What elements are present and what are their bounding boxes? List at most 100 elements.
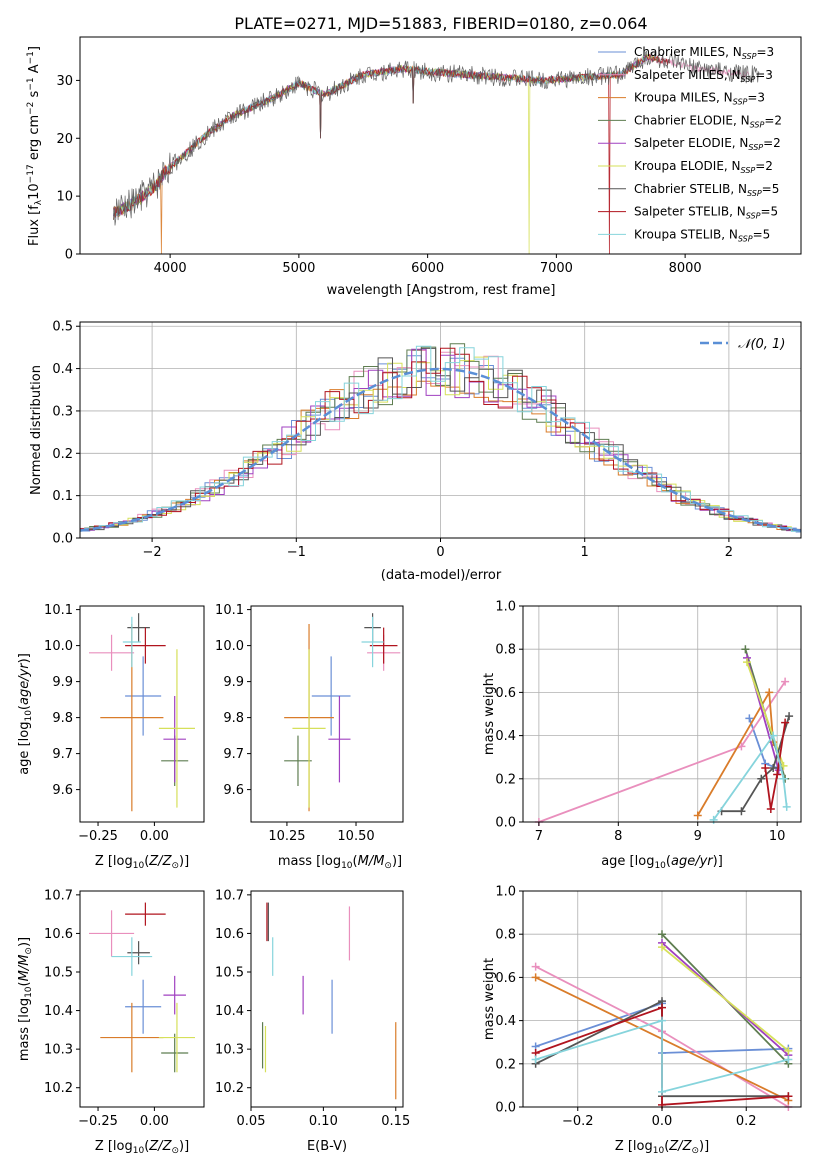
y-tick-label: 0.5 [52, 320, 73, 335]
x-tick-label: 8000 [669, 261, 702, 276]
y-tick-label: 10.4 [215, 1004, 244, 1019]
legend-label: 𝒩(0, 1) [738, 337, 785, 352]
x-axis-label: E(B-V) [307, 1139, 347, 1154]
errorbar-point [125, 656, 162, 736]
y-tick-label: 0.8 [495, 928, 516, 943]
series-marker [784, 1046, 793, 1055]
series-marker [773, 770, 782, 779]
series-marker [769, 764, 778, 772]
series-marker [709, 815, 718, 824]
plot-area [284, 613, 401, 812]
x-tick-label: 0.2 [736, 1114, 757, 1129]
y-tick-label: 1.0 [495, 885, 516, 900]
errorbar-point [369, 627, 398, 664]
series-marker [765, 688, 774, 697]
plot-area [89, 902, 195, 1073]
plot-area [531, 930, 793, 1111]
histogram-series [80, 345, 801, 532]
series-marker [531, 962, 540, 971]
spectrum-line [113, 53, 660, 255]
figure-title: PLATE=0271, MJD=51883, FIBERID=0180, z=0… [234, 14, 647, 33]
axes-frame [250, 890, 404, 1108]
y-tick-label: 0.6 [495, 686, 516, 701]
errorbar-point [158, 649, 195, 808]
errorbar-point [292, 649, 326, 808]
weight-series [761, 718, 790, 814]
chart-weight-vs-age: 7 8 9 10 0.0 0.2 0.4 0.6 0.8 1.0 mass weight age [l… [482, 600, 802, 871]
x-tick-label: 9 [694, 829, 702, 844]
legend-label: Salpeter STELIB, NSSP=5 [634, 205, 778, 221]
errorbar-point [89, 910, 135, 957]
y-tick-label: 9.7 [223, 747, 244, 762]
x-tick-label: 0.15 [381, 1114, 410, 1129]
x-tick-label: 10.50 [337, 829, 374, 844]
series-line [661, 946, 789, 1052]
y-tick-label: 10.1 [44, 603, 73, 618]
errorbar-point [122, 616, 141, 668]
y-tick-label: 0.2 [52, 447, 73, 462]
series-line [535, 1019, 789, 1094]
x-tick-label: 0.00 [140, 829, 169, 844]
y-axis-label: mass [log10(M/M⊙)] [17, 937, 34, 1061]
series-line [712, 733, 788, 821]
series-marker [531, 1055, 540, 1064]
y-tick-label: 10.7 [215, 888, 244, 903]
chart-weight-vs-Z: −0.2 0.0 0.2 0.0 0.2 0.4 0.6 0.8 1.0 mass weight Z… [482, 885, 802, 1156]
histogram-series [80, 347, 801, 531]
y-tick-label: 10.3 [44, 1043, 73, 1058]
series-marker [741, 645, 750, 654]
chart-mass-vs-Z: −0.25 0.00 10.2 10.3 10.4 10.5 10.6 10.7 Z [log1… [17, 888, 205, 1156]
x-tick-label: −1 [287, 545, 306, 560]
y-axis-label: mass weight [482, 673, 497, 755]
y-tick-label: 9.9 [52, 675, 73, 690]
series-marker [737, 807, 746, 816]
errorbar-point [311, 656, 351, 736]
series-marker [531, 973, 540, 982]
axes-frame [522, 605, 802, 823]
x-tick-label: 0 [436, 545, 444, 560]
series-marker [784, 1092, 793, 1101]
y-tick-label: 9.6 [52, 783, 73, 798]
series-marker [658, 930, 666, 939]
y-tick-label: 0.0 [495, 1101, 516, 1116]
weight-series [693, 688, 778, 820]
series-marker [693, 811, 702, 820]
x-tick-label: 0.00 [140, 1114, 169, 1129]
x-tick-label: 5000 [282, 261, 315, 276]
legend: 𝒩(0, 1) [700, 337, 785, 352]
x-tick-label: 0.10 [309, 1114, 338, 1129]
series-marker [781, 718, 790, 727]
y-tick-label: 10.1 [215, 603, 244, 618]
y-tick-label: 0.4 [495, 729, 516, 744]
spectrum-line [113, 50, 760, 226]
y-tick-label: 0.0 [52, 532, 73, 547]
errorbar-point [100, 1002, 164, 1073]
x-axis-label: Z [log10(Z/Z⊙)] [95, 854, 189, 871]
y-tick-label: 10.0 [215, 639, 244, 654]
series-line [746, 661, 785, 767]
series-marker [781, 677, 790, 686]
legend-label: Chabrier STELIB, NSSP=5 [634, 182, 779, 198]
weight-series [534, 677, 790, 826]
plot-area [89, 613, 195, 812]
y-tick-label: 9.7 [52, 747, 73, 762]
x-axis-label: (data-model)/error [381, 568, 502, 583]
histogram-series [80, 356, 801, 531]
legend-label: Chabrier MILES, NSSP=3 [634, 45, 774, 61]
y-tick-label: 10.7 [44, 888, 73, 903]
x-axis-label: age [log10(age/yr)] [601, 854, 723, 871]
y-tick-label: 9.8 [52, 711, 73, 726]
legend-label: Kroupa MILES, NSSP=3 [634, 91, 765, 107]
errorbar-point [89, 634, 135, 671]
x-tick-label: −0.25 [78, 1114, 118, 1129]
x-tick-label: 8 [614, 829, 622, 844]
errorbar-point [284, 735, 312, 786]
axes-frame [79, 36, 802, 255]
chart-age-vs-Z: −0.25 0.00 9.6 9.7 9.8 9.9 10.0 10.1 Z [log10(Z/… [17, 603, 205, 871]
legend-label: Salpeter ELODIE, NSSP=2 [634, 136, 781, 152]
plot-area [534, 645, 794, 826]
spectrum-line [113, 53, 671, 255]
errorbar-point [328, 696, 351, 783]
y-tick-label: 0.2 [495, 772, 516, 787]
